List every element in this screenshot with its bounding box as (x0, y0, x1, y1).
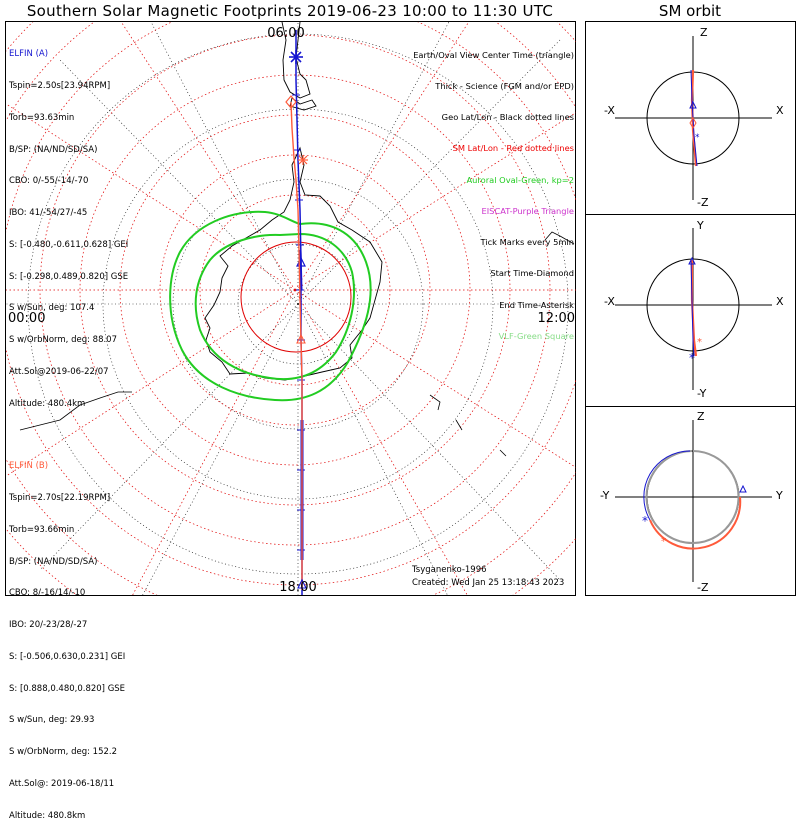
svg-text:*: * (695, 133, 700, 143)
elfin-a-end-triangle (297, 578, 307, 589)
svg-text:*: * (697, 337, 702, 348)
orbit-3-bottom: -Z (697, 581, 709, 594)
orbit-3-top: Z (697, 410, 705, 423)
elfin-a-info: ELFIN (A) Tspin=2.50s[23.94RPM] Torb=93.… (9, 28, 128, 420)
time-label-bottom: 18:00 (279, 580, 316, 595)
orbit-2-right: X (776, 295, 784, 308)
elfin-b-line: CBO: 8/-16/14/-10 (9, 588, 86, 599)
orbit-1-right: X (776, 104, 784, 117)
elfin-b-line: S w/Sun, deg: 29.93 (9, 715, 95, 726)
elfin-b-line: Att.Sol@: 2019-06-18/11 (9, 779, 115, 789)
legend-item: Auroral Oval-Green, kp=2 (466, 174, 574, 185)
orbit-2-bottom: -Y (697, 387, 707, 400)
legend-item: End Time-Asterisk (499, 299, 574, 310)
auroral-oval-inner (194, 232, 355, 381)
elfin-a-name: ELFIN (A) (9, 49, 49, 60)
elfin-b-line: B/SP: (NA/ND/SD/SA) (9, 556, 98, 567)
auroral-oval-outer (169, 210, 372, 402)
created-timestamp: Created: Wed Jan 25 13:18:43 2023 (412, 578, 565, 588)
orbit-2-left: -X (604, 295, 615, 308)
legend-item: EISCAT-Purple Triangle (481, 205, 574, 216)
elfin-b-info: ELFIN (B) Tspin=2.70s[22.19RPM] Torb=93.… (9, 440, 125, 832)
elfin-a-line: CBO: 0/-55/-14/-70 (9, 176, 89, 187)
elfin-b-end-asterisk (298, 155, 308, 165)
map-legend: Earth/Oval View Center Time (triangle) T… (413, 29, 574, 352)
time-label-left: 00:00 (8, 311, 45, 326)
svg-text:*: * (642, 514, 648, 528)
elfin-b-line: S w/OrbNorm, deg: 152.2 (9, 747, 118, 758)
time-label-right: 12:00 (538, 311, 575, 326)
elfin-b-start-diamond (285, 95, 297, 109)
legend-item: Thick - Science (FGM and/or EPD) (435, 81, 574, 92)
elfin-a-line: S: [-0.298,0.489,0.820] GSE (9, 271, 129, 282)
elfin-b-line: Tspin=2.70s[22.19RPM] (9, 492, 111, 503)
legend-item: Tick Marks every 5min (480, 237, 574, 248)
footprint-map: 06:00 00:00 12:00 18:00 * * * (5, 21, 796, 596)
orbit-3-left: -Y (600, 489, 610, 502)
elfin-b-name: ELFIN (B) (9, 461, 49, 472)
sm-orbit-yz: * * (615, 420, 772, 582)
elfin-a-line: B/SP: (NA/ND/SD/SA) (9, 144, 98, 155)
elfin-a-start-asterisk (289, 50, 303, 64)
sm-lon-grid (6, 22, 576, 595)
legend-item: Geo Lat/Lon - Black dotted lines (441, 112, 574, 123)
elfin-a-line: Tspin=2.50s[23.94RPM] (9, 80, 111, 91)
sm-lat-grid (6, 22, 576, 595)
elfin-a-line: S w/Sun, deg: 107.4 (9, 303, 95, 314)
legend-item: SM Lat/Lon - Red dotted lines (452, 143, 574, 154)
elfin-a-line: Altitude: 480.4km (9, 398, 86, 409)
sm-orbit-title: SM orbit (658, 2, 722, 20)
elfin-a-line: Att.Sol@2019-06-22/07 (9, 367, 109, 377)
elfin-a-line: IBO: 41/-54/27/-45 (9, 208, 88, 219)
legend-item: Earth/Oval View Center Time (triangle) (413, 49, 574, 60)
orbit-1-bottom: -Z (697, 196, 709, 209)
sm-orbit-xz: * (615, 36, 772, 200)
orbit-1-top: Z (700, 26, 708, 39)
sm-pole-circle (240, 241, 352, 353)
time-label-top: 06:00 (267, 26, 304, 41)
elfin-b-line: S: [0.888,0.480,0.820] GSE (9, 683, 126, 694)
elfin-b-line: Torb=93.66min (9, 524, 75, 535)
map-frame (5, 21, 576, 596)
legend-item: VLF-Green Square (498, 330, 574, 341)
orbit-1-left: -X (604, 104, 615, 117)
legend-item: Start Time-Diamond (490, 268, 574, 279)
model-credit: Tsyganenko-1996 (412, 565, 487, 575)
geo-lon-grid (6, 22, 576, 595)
orbit-2-top: Y (696, 219, 704, 232)
sm-orbit-xy: * * (615, 228, 772, 390)
africa-coastline (19, 391, 132, 431)
islands-right (429, 394, 507, 457)
orbit-3-right: Y (775, 489, 783, 502)
elfin-b-line: S: [-0.506,0.630,0.231] GEI (9, 651, 126, 662)
elfin-b-line: Altitude: 480.8km (9, 810, 86, 821)
australia-coastline (544, 231, 575, 245)
elfin-b-track (290, 101, 303, 590)
elfin-b-line: IBO: 20/-23/28/-27 (9, 620, 88, 631)
svg-text:*: * (689, 351, 695, 365)
elfin-a-line: S: [-0.480,-0.611,0.628] GEI (9, 239, 129, 250)
page-title: Southern Solar Magnetic Footprints 2019-… (26, 2, 554, 20)
elfin-a-line: Torb=93.63min (9, 112, 75, 123)
sm-orbit-panels: * * * * * Z -Z -X X Y (585, 21, 796, 596)
svg-text:*: * (661, 535, 667, 548)
elfin-b-center-triangle (296, 333, 306, 344)
elfin-a-line: S w/OrbNorm, deg: 88.07 (9, 335, 118, 346)
